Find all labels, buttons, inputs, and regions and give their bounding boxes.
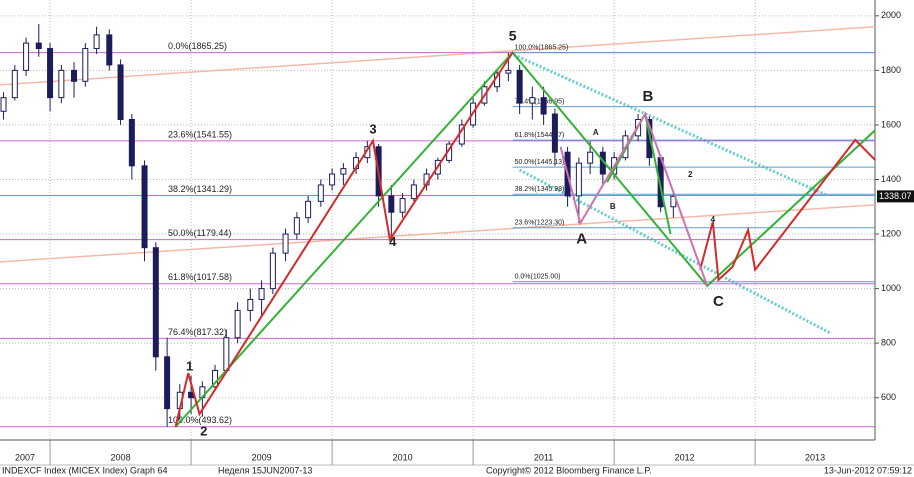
footer-timestamp: 13-Jun-2012 07:59:12	[824, 465, 912, 475]
candle-body	[399, 198, 406, 213]
fib-label: 23.6%(1541.55)	[168, 129, 232, 139]
candle-body	[93, 34, 100, 50]
wave-label: 2	[688, 170, 693, 179]
fib-label: 100.0%(493.62)	[168, 415, 232, 425]
candle-body	[47, 48, 54, 99]
footer-ticker: INDEXCF Index (MICEX Index) Graph 64	[2, 465, 168, 475]
candle-body	[234, 309, 241, 339]
candle-body	[329, 173, 336, 186]
candle-body	[247, 299, 254, 311]
footer-copyright: Copyright© 2012 Bloomberg Finance L.P.	[486, 465, 652, 475]
y-tick-label: 1000	[881, 283, 901, 293]
wave-label: B	[643, 88, 654, 105]
y-tick-label: 1200	[881, 228, 901, 238]
wave-label: 4	[389, 234, 397, 249]
wave-label: 5	[509, 28, 517, 44]
candle-body	[223, 337, 230, 371]
candle-body	[0, 97, 7, 112]
candle-body	[340, 168, 347, 175]
wave-label: B	[610, 202, 616, 211]
wave-label: C	[713, 293, 724, 310]
fib2-label: 38.2%(1345.98)	[515, 186, 565, 193]
candle-body	[141, 165, 148, 249]
candle-body	[388, 195, 395, 213]
y-tick-label: 2000	[881, 10, 901, 20]
wave-label: A	[593, 128, 599, 137]
fib-label: 38.2%(1341.29)	[168, 184, 232, 194]
fib2-label: 61.8%(1544.27)	[515, 132, 565, 139]
x-tick-label: 2007	[15, 452, 35, 462]
x-tick-label: 2009	[252, 452, 272, 462]
fib-label: 61.8%(1017.58)	[168, 272, 232, 282]
candle-body	[58, 69, 65, 99]
candle-body	[71, 69, 78, 82]
x-tick-label: 2008	[111, 452, 131, 462]
trend-line	[0, 204, 876, 263]
candle-body	[269, 252, 276, 290]
candle-body	[282, 233, 289, 254]
x-tick-label: 2011	[534, 452, 553, 462]
y-tick-label: 1800	[881, 65, 901, 75]
candle-body	[23, 42, 30, 71]
candle-body	[410, 184, 417, 200]
y-tick-label: 1600	[881, 119, 901, 129]
fib2-label: 23.6%(1223.30)	[515, 220, 565, 227]
x-tick-label: 2013	[805, 452, 825, 462]
wave-label: 1	[186, 358, 193, 373]
candle-body	[152, 247, 159, 358]
candle-body	[128, 118, 135, 167]
candle-body	[82, 48, 89, 82]
fib-label: 50.0%(1179.44)	[168, 228, 231, 238]
last-price-tag	[877, 190, 914, 203]
candle-body	[11, 69, 18, 99]
candle-body	[35, 42, 42, 50]
candle-body	[505, 69, 512, 74]
wave-label: A	[576, 231, 587, 248]
wave-line	[559, 111, 709, 287]
candle-body	[106, 34, 113, 66]
candle-body	[258, 288, 265, 301]
y-tick-label: 800	[881, 338, 896, 348]
last-price-label: 1338.07	[879, 191, 912, 201]
wave-line	[699, 138, 876, 282]
fib-label: 76.4%(817.32)	[168, 327, 227, 337]
candle-body	[575, 162, 582, 197]
candle-body	[117, 64, 124, 120]
candle-body	[212, 369, 219, 388]
wave-line	[174, 52, 514, 427]
candle-body	[293, 217, 300, 235]
wave-label: 4	[711, 215, 716, 224]
wave-line	[174, 51, 876, 428]
y-tick-label: 600	[881, 392, 896, 402]
candle-body	[164, 356, 171, 410]
fib2-label: 76.4%(1666.95)	[515, 99, 565, 106]
wave-label: 2	[517, 72, 522, 81]
candle-body	[529, 97, 536, 104]
footer-period: Неделя 15JUN2007-13	[218, 465, 312, 475]
x-tick-label: 2010	[393, 452, 413, 462]
candle-body	[587, 151, 594, 164]
candle-body	[317, 184, 324, 202]
wave-label: 2	[200, 423, 207, 438]
candle-body	[305, 200, 312, 219]
fib2-label: 100.0%(1865.25)	[515, 44, 569, 51]
fib-label: 0.0%(1865.25)	[168, 41, 227, 51]
trend-line	[513, 53, 827, 197]
fib2-label: 0.0%(1025.00)	[515, 274, 561, 281]
trend-line	[0, 25, 876, 86]
wave-label: 3	[369, 121, 376, 136]
fib2-label: 50.0%(1445.13)	[515, 159, 565, 166]
candle-body	[540, 97, 547, 115]
x-tick-label: 2012	[675, 452, 695, 462]
candle-body	[551, 113, 558, 153]
y-tick-label: 1400	[881, 174, 901, 184]
candle-body	[516, 69, 523, 104]
